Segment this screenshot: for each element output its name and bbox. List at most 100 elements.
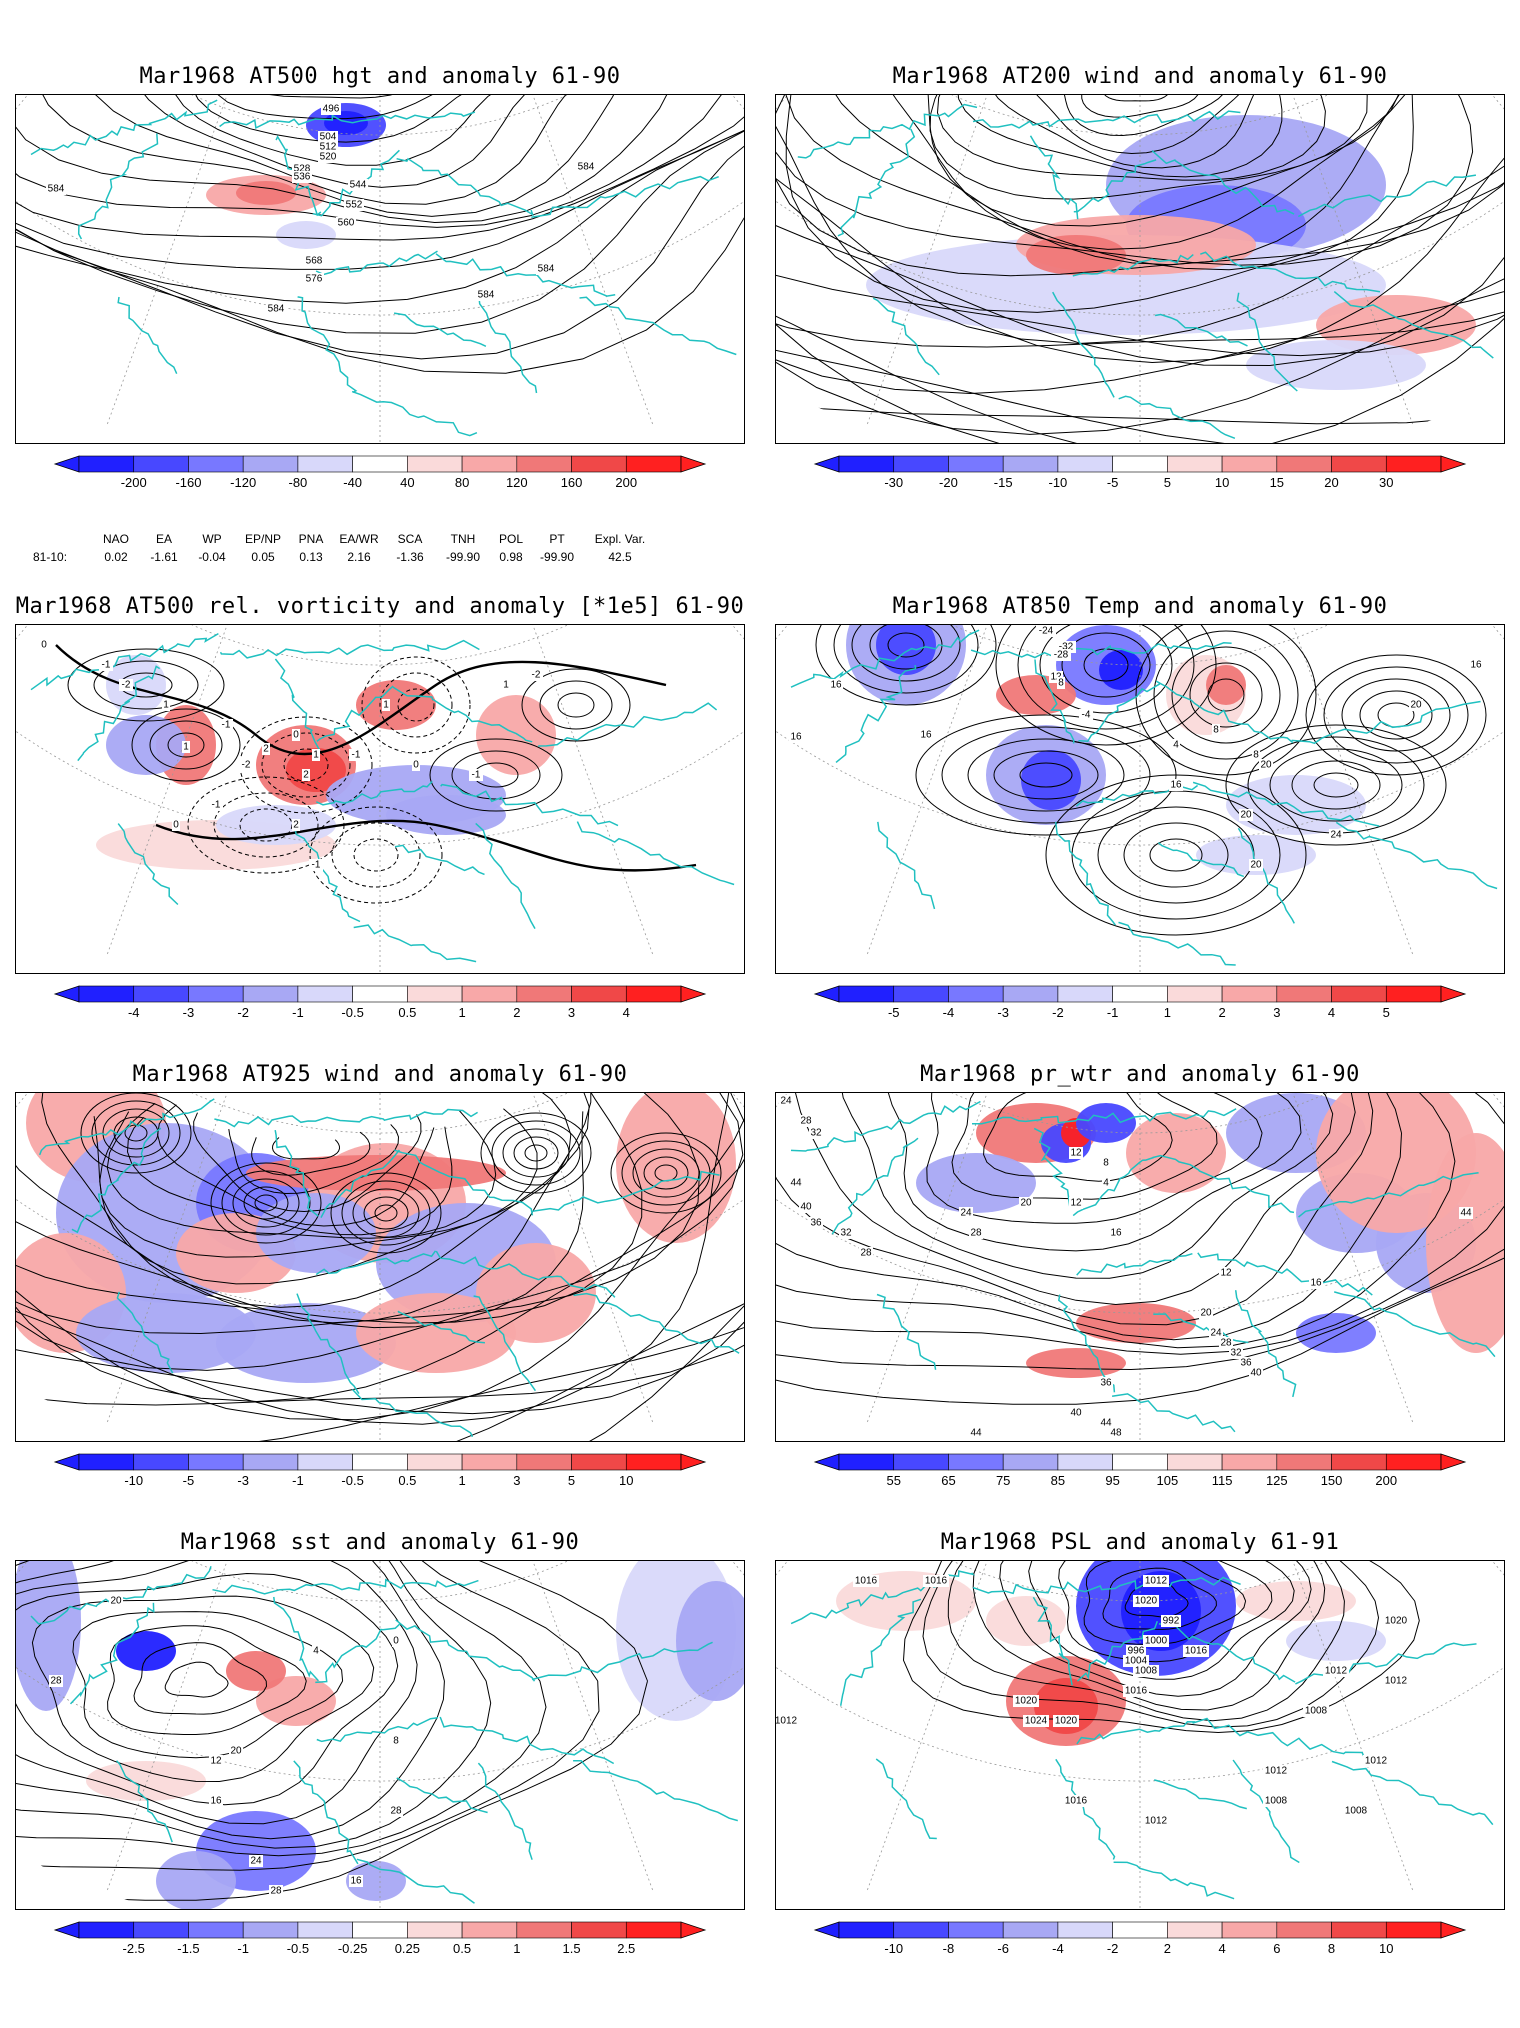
contour-label-bg [1323,1665,1349,1677]
coastline [1113,1861,1235,1900]
coastline [315,1622,401,1684]
contour-line [902,1561,1420,1734]
contour-label-bg [1109,1427,1123,1439]
coastline [1197,1252,1373,1296]
contour-label-bg [1057,677,1065,689]
contour-label-bg [99,659,113,671]
coastline [1052,291,1115,398]
streamline [16,1093,744,1441]
contour-label-bg [789,1177,803,1189]
index-value: 0.13 [299,550,323,564]
contour-label: -1 [309,859,323,871]
panel-title: Mar1968 pr_wtr and anomaly 61-90 [920,1062,1360,1087]
coastline [293,1760,359,1865]
contour-label-bg [348,179,368,191]
panel-title: Mar1968 PSL and anomaly 61-91 [940,1530,1340,1555]
contour-label-text: 44 [970,1428,982,1439]
meridian-line [866,625,1141,957]
coastline [435,253,616,297]
coastline [77,133,159,240]
contour-label-bg [292,819,300,831]
contour-label-bg [969,1227,983,1239]
contour-label: 1020 [1133,1595,1159,1607]
colorbar-swatch [1276,455,1332,473]
streamline [91,1100,181,1166]
streamline [922,95,1401,227]
colorbar-tick-label: 1 [513,1941,520,1956]
coastline [316,1717,438,1743]
colorbar-swatch [297,1921,353,1939]
contour-line [851,625,961,682]
contour-label-text: -2 [242,760,251,771]
contour-label: 584 [536,263,556,275]
contour-label-bg [229,1745,243,1757]
contour-line [1359,690,1433,740]
coastline [77,665,161,762]
colorbar-swatch [78,985,135,1003]
colorbar-tick-label: 40 [400,475,414,490]
contour-label-bg [799,1201,813,1213]
streamline [271,1137,341,1160]
contour-label-bg [809,1217,823,1229]
contour-line [16,95,744,241]
colorbar-tick-label: -160 [175,475,201,490]
contour-label-bg [1343,1805,1369,1817]
contour-line [16,1561,445,1840]
contour-label-bg [1143,1575,1169,1587]
contour-label-bg [1133,1665,1159,1677]
contour-label: 552 [344,199,364,211]
colorbar-swatch [625,985,682,1003]
colorbar-extend-high [680,1921,707,1939]
colorbar-swatch [516,1921,572,1939]
colorbar-swatch [625,1453,682,1471]
coastline [38,1098,215,1156]
coastline [392,686,533,743]
panel-title: Mar1968 AT500 rel. vorticity and anomaly… [15,594,745,619]
contour-label-bg [1259,759,1273,771]
contour-label: 28 [969,1227,983,1239]
coastlines [30,99,737,437]
coastline [576,821,735,886]
coastline [219,639,480,659]
contour-label: 1016 [1183,1645,1209,1657]
contour-line [1149,838,1203,872]
contour-label: 24 [1209,1327,1223,1339]
index-row-label: 81-10: [33,550,68,564]
contour-label: -2 [119,679,133,691]
contour-label-bg [1102,1177,1110,1189]
contour-label: 504 [318,131,338,143]
contour-label-bg [536,263,556,275]
contour-label: 20 [1199,1307,1213,1319]
colorbar-swatch [1057,985,1113,1003]
streamline [16,1093,744,1403]
contour-line [922,1561,1380,1728]
coastline [274,658,321,752]
colorbar-tick-label: 0.5 [453,1941,471,1956]
contour-label-text: 0 [413,760,419,771]
colorbar-extend-low [813,1453,840,1471]
coastline [395,1619,536,1682]
contour-label-text: 1016 [925,1576,948,1587]
contour-label-bg [502,679,510,691]
colorbar-extend-low [53,1921,80,1939]
contour-line [833,625,979,694]
colorbar-tick-label: -4 [1052,1941,1064,1956]
contour-label: 1008 [1263,1795,1289,1807]
contour-label: 24 [959,1207,973,1219]
meridian-line [106,1561,381,1893]
contour-label-bg [292,729,300,741]
streamline [610,1132,722,1214]
colorbar-swatch [1057,1921,1113,1939]
coastline [315,250,438,276]
colorbar-tick-label: 1 [458,1005,465,1020]
colorbar-sst: -2.5 -1.5 -1 -0.5 -0.25 0.25 0.5 1 1.5 2.5 [53,1920,707,1966]
contour-line [1135,625,1317,776]
colorbar-swatch [893,1453,949,1471]
coastline [219,111,476,130]
colorbar-tick-label: -0.5 [341,1005,363,1020]
panel-prwtr: Mar1968 pr_wtr and anomaly 61-90 24 28 32 4… [775,1060,1505,1560]
contour-label-bg [321,103,341,115]
colorbar-tick-label: 5 [1164,475,1171,490]
graticule [776,1561,1504,1909]
index-value: 0.02 [104,550,128,564]
